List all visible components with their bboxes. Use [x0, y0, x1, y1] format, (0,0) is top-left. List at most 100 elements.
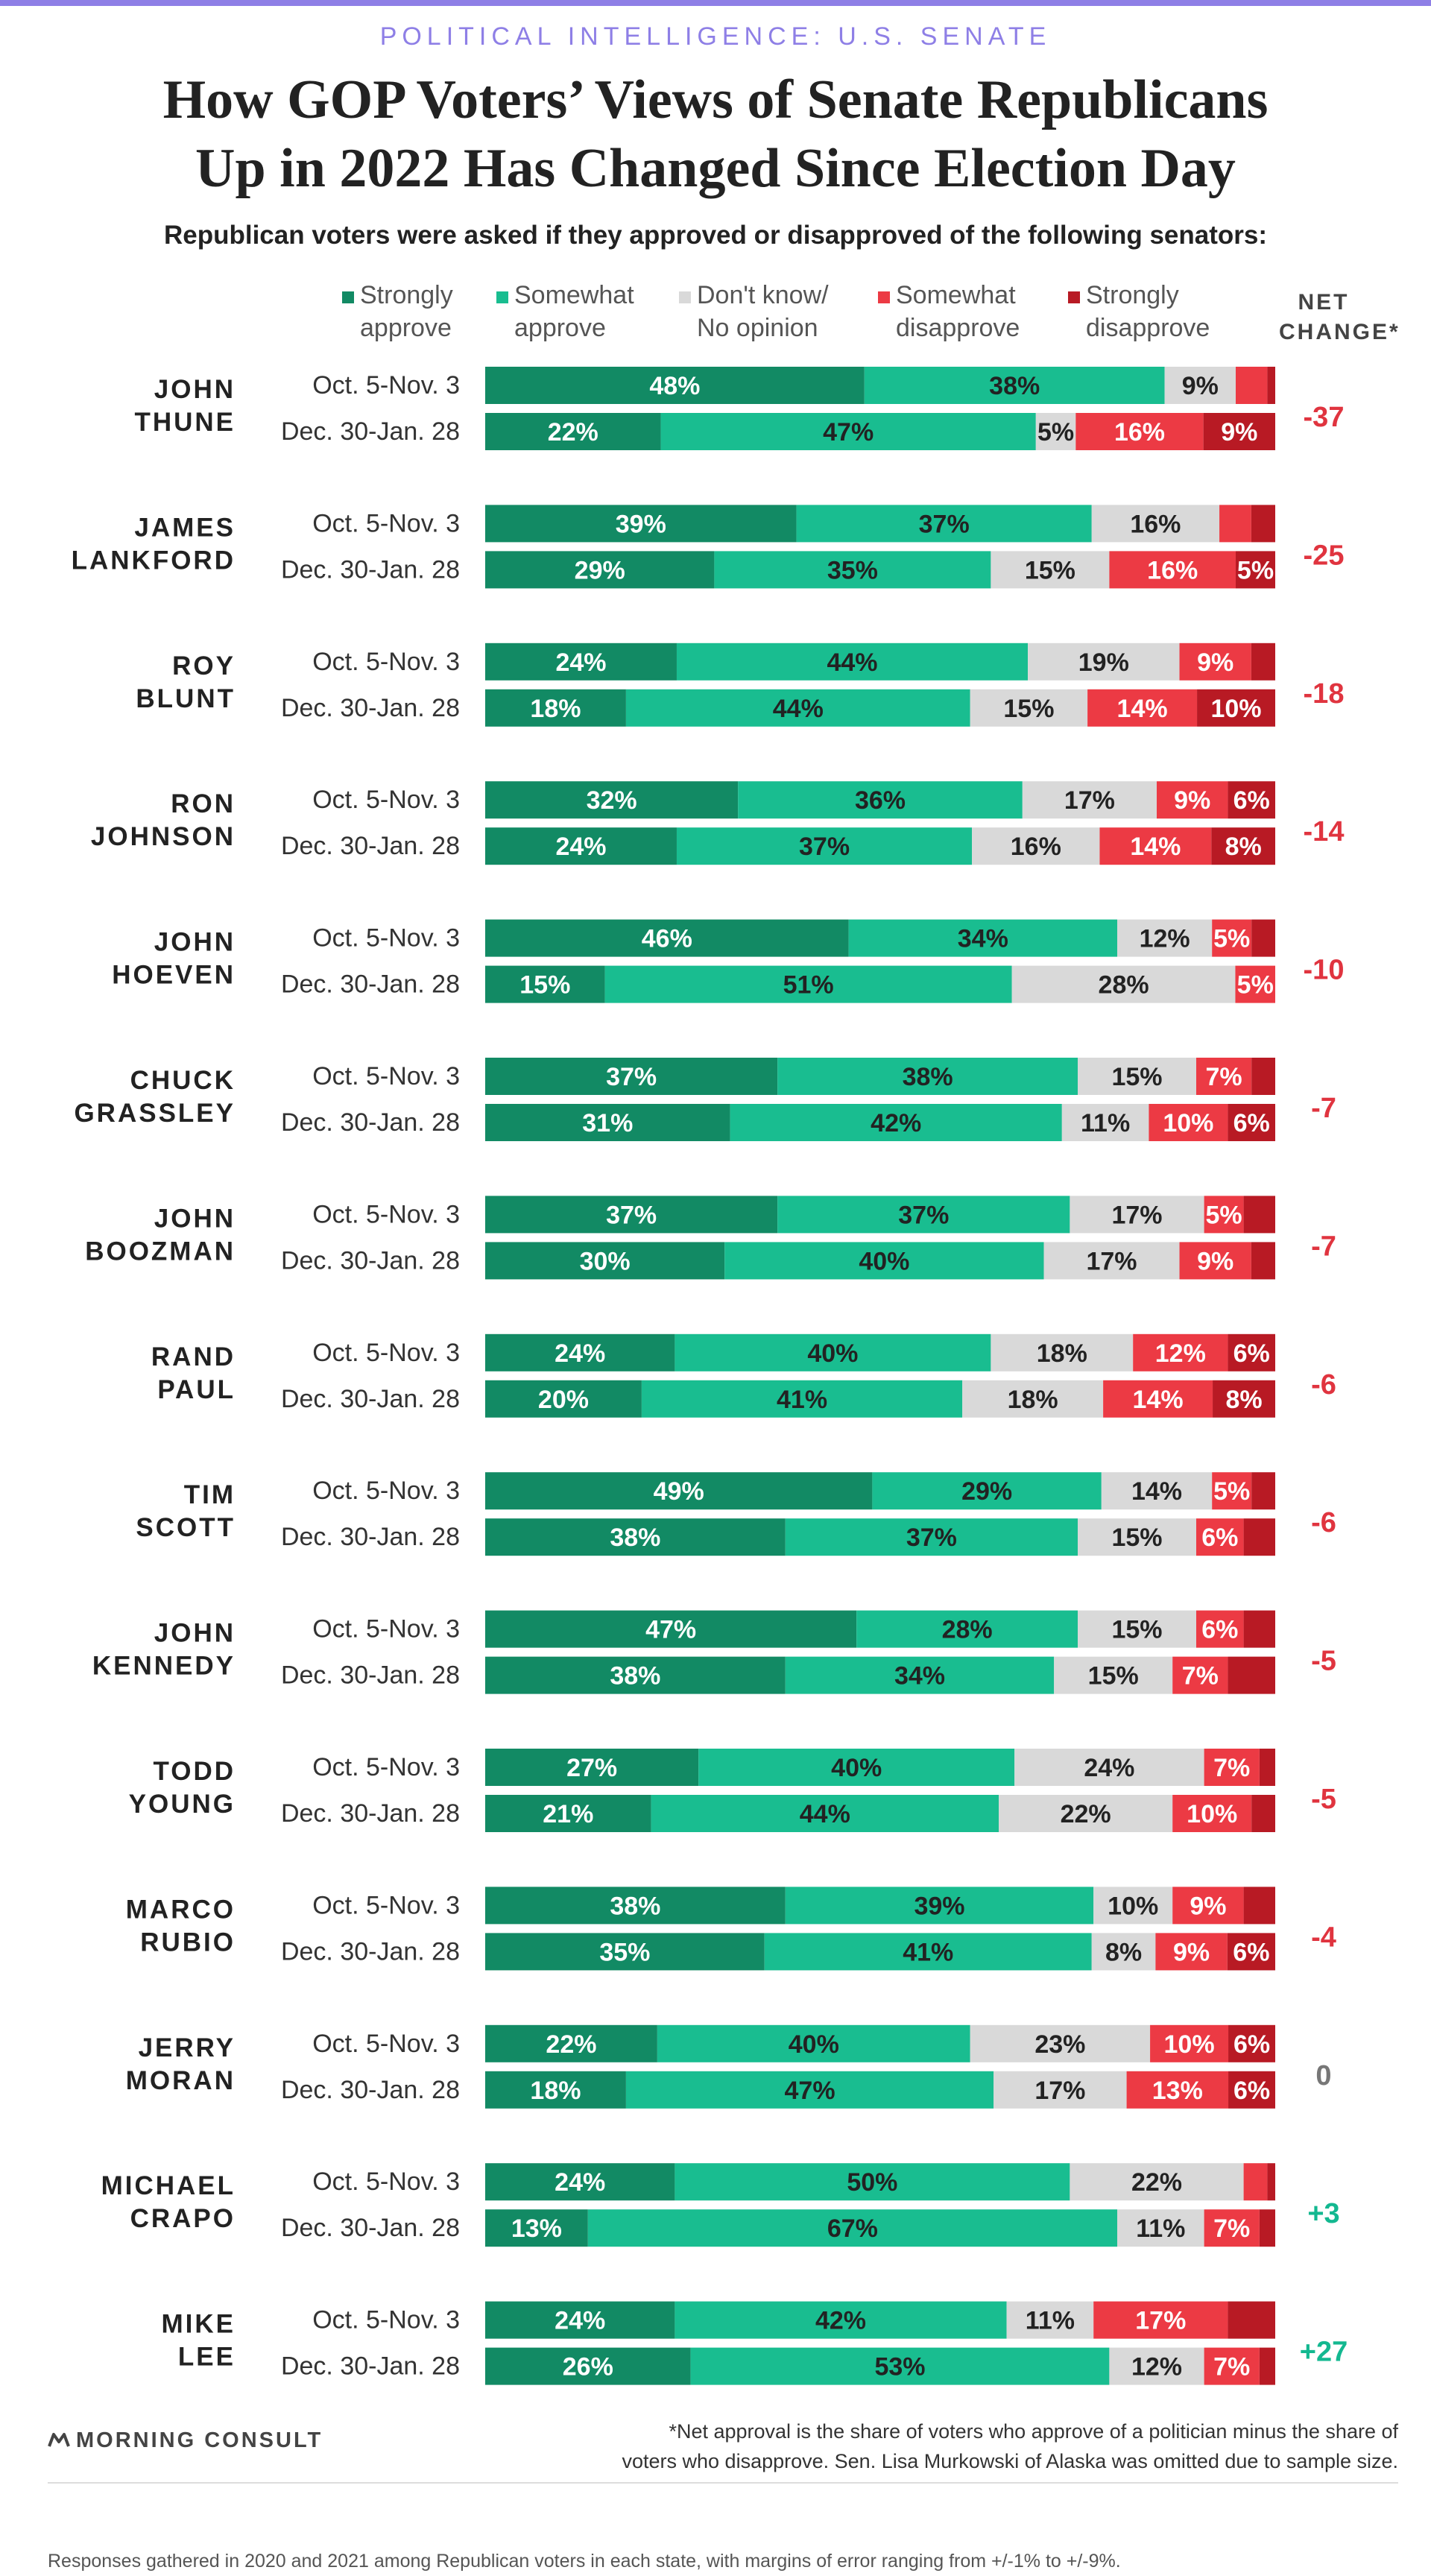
data-label-somewhat-disapprove: 7%	[1213, 1754, 1250, 1782]
data-label-strongly-approve: 37%	[606, 1201, 657, 1229]
footer-divider	[48, 2482, 1398, 2484]
senator-name-marco-rubio-line-2: RUBIO	[140, 1928, 236, 1957]
bar-segment-strongly-approve	[485, 1242, 725, 1280]
data-label-dont-know: 10%	[1108, 1892, 1158, 1920]
bar-segment-somewhat-approve	[660, 413, 1036, 450]
bar-segment-somewhat-approve	[856, 1610, 1078, 1648]
data-label-somewhat-disapprove: 5%	[1213, 925, 1250, 953]
senator-name-tim-scott-line-2: SCOTT	[136, 1513, 236, 1542]
data-label-strongly-disapprove: 6%	[1233, 1339, 1270, 1368]
data-label-dont-know: 16%	[1130, 510, 1181, 538]
data-label-strongly-approve: 48%	[649, 372, 700, 400]
data-label-strongly-disapprove: 6%	[1233, 2077, 1270, 2105]
bar-segment-strongly-disapprove	[1228, 1333, 1275, 1371]
data-label-strongly-approve: 31%	[582, 1109, 633, 1137]
bar-segment-dont-know	[1109, 2347, 1204, 2385]
data-label-strongly-disapprove: 6%	[1233, 2030, 1270, 2059]
data-label-somewhat-approve: 40%	[831, 1754, 882, 1782]
bar-segment-somewhat-approve	[676, 827, 973, 865]
data-label-somewhat-approve: 47%	[785, 2077, 835, 2105]
bar-segment-strongly-disapprove	[1243, 1610, 1275, 1648]
senator-name-chuck-grassley-line-1: CHUCK	[130, 1066, 236, 1095]
net-change-value-tim-scott: -6	[1311, 1507, 1336, 1538]
bar-segment-somewhat-approve	[625, 2071, 994, 2109]
data-label-dont-know: 15%	[1111, 1616, 1162, 1644]
bar-segment-strongly-disapprove	[1251, 1472, 1275, 1510]
senator-name-john-hoeven-line-2: HOEVEN	[112, 961, 236, 990]
bar-segment-strongly-approve	[485, 689, 626, 727]
period-label: Dec. 30-Jan. 28	[281, 1246, 460, 1275]
page-title: How GOP Voters’ Views of Senate Republic…	[119, 66, 1312, 203]
bar-segment-somewhat-disapprove	[1126, 2071, 1229, 2109]
bar-segment-somewhat-approve	[625, 689, 970, 727]
bar-segment-somewhat-disapprove	[1149, 1104, 1228, 1141]
legend-swatch-strongly-disapprove	[1068, 291, 1080, 303]
bar-segment-somewhat-approve	[785, 1887, 1094, 1925]
bar-segment-strongly-disapprove	[1211, 827, 1275, 865]
senator-name-todd-young-line-1: TODD	[153, 1757, 236, 1786]
net-change-value-marco-rubio: -4	[1311, 1922, 1336, 1953]
bar-segment-somewhat-approve	[738, 781, 1023, 819]
legend-swatch-somewhat-disapprove	[878, 291, 890, 303]
bar-segment-dont-know	[991, 1333, 1134, 1371]
data-label-somewhat-approve: 40%	[807, 1339, 858, 1368]
data-label-strongly-approve: 38%	[610, 1524, 660, 1552]
source-note: Responses gathered in 2020 and 2021 amon…	[48, 2551, 1121, 2572]
data-label-somewhat-approve: 41%	[903, 1938, 953, 1966]
data-label-strongly-disapprove: 8%	[1225, 833, 1262, 861]
net-change-value-rand-paul: -6	[1311, 1369, 1336, 1401]
data-label-somewhat-disapprove: 7%	[1213, 2353, 1250, 2381]
period-label: Dec. 30-Jan. 28	[281, 555, 460, 584]
bar-segment-dont-know	[1011, 965, 1236, 1003]
data-label-somewhat-disapprove: 16%	[1114, 418, 1165, 446]
bar-segment-somewhat-approve	[641, 1380, 963, 1418]
data-label-somewhat-approve: 42%	[871, 1109, 921, 1137]
period-label: Oct. 5-Nov. 3	[312, 1891, 460, 1919]
data-label-somewhat-approve: 35%	[827, 556, 878, 584]
bar-segment-strongly-approve	[485, 1104, 730, 1141]
data-label-somewhat-approve: 51%	[783, 971, 834, 1000]
data-label-somewhat-disapprove: 5%	[1237, 971, 1274, 1000]
data-label-somewhat-disapprove: 9%	[1197, 1247, 1233, 1275]
senator-name-ron-johnson-line-2: JOHNSON	[91, 822, 236, 851]
data-label-somewhat-approve: 41%	[777, 1386, 827, 1414]
data-label-somewhat-disapprove: 13%	[1152, 2077, 1203, 2105]
data-label-dont-know: 16%	[1011, 833, 1061, 861]
senator-name-marco-rubio-line-1: MARCO	[126, 1895, 236, 1924]
data-label-somewhat-disapprove: 7%	[1206, 1063, 1242, 1091]
bar-segment-somewhat-approve	[675, 2163, 1070, 2201]
bar-segment-strongly-approve	[485, 2024, 657, 2062]
senator-name-rand-paul-line-2: PAUL	[157, 1375, 236, 1404]
period-label: Oct. 5-Nov. 3	[312, 1062, 460, 1090]
data-label-somewhat-approve: 47%	[823, 418, 874, 446]
legend-strongly-approve: Strongly approve	[342, 279, 453, 344]
bar-segment-strongly-approve	[485, 2163, 675, 2201]
senator-name-roy-blunt-line-2: BLUNT	[136, 684, 236, 713]
data-label-somewhat-approve: 29%	[961, 1477, 1012, 1506]
bar-segment-dont-know	[1117, 2209, 1204, 2247]
bar-segment-strongly-approve	[485, 1933, 765, 1971]
logo-mark-icon	[48, 2433, 70, 2447]
bar-segment-somewhat-approve	[777, 1058, 1078, 1095]
data-label-somewhat-approve: 44%	[773, 695, 824, 723]
legend-label-line-2: disapprove	[896, 314, 1020, 342]
period-label: Dec. 30-Jan. 28	[281, 1937, 460, 1966]
bar-segment-strongly-approve	[485, 2071, 626, 2109]
bar-segment-strongly-disapprove	[1251, 643, 1275, 681]
bar-segment-somewhat-disapprove	[1235, 965, 1275, 1003]
bar-segment-strongly-disapprove	[1251, 505, 1275, 543]
data-label-dont-know: 15%	[1025, 556, 1075, 584]
data-label-somewhat-approve: 34%	[894, 1662, 945, 1690]
bar-segment-strongly-approve	[485, 919, 849, 957]
data-label-somewhat-approve: 38%	[989, 372, 1040, 400]
bar-segment-strongly-approve	[485, 551, 715, 589]
bar-segment-dont-know	[1070, 1196, 1204, 1234]
data-label-strongly-approve: 21%	[543, 1800, 593, 1828]
bar-segment-dont-know	[999, 1795, 1173, 1832]
data-label-strongly-approve: 27%	[566, 1754, 617, 1782]
bar-segment-strongly-approve	[485, 827, 677, 865]
bar-segment-dont-know	[991, 551, 1110, 589]
data-label-somewhat-approve: 37%	[898, 1201, 949, 1229]
data-label-somewhat-disapprove: 6%	[1201, 1616, 1238, 1644]
data-label-strongly-approve: 24%	[555, 833, 606, 861]
